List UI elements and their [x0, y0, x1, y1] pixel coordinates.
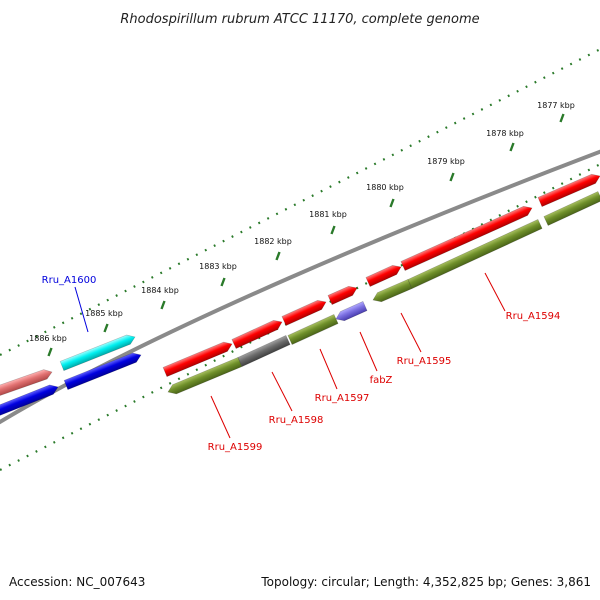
map-title: Rhodospirillum rubrum ATCC 11170, comple… — [120, 12, 479, 27]
tick-marks: 1877 kbp 1878 kbp 1879 kbp 1880 kbp 1881 kbp… — [29, 101, 575, 357]
label-leader-line — [400, 312, 422, 353]
cds-arrow-red — [162, 341, 233, 378]
tick-label: 1882 kbp — [254, 237, 292, 246]
cds-arrow-red — [281, 300, 327, 326]
cds-arrow-green — [372, 279, 413, 303]
cds-arrow-green — [543, 191, 600, 226]
major-tick — [47, 347, 53, 357]
gene-label: Rru_A1599 — [208, 442, 263, 453]
label-leader-line — [319, 348, 338, 390]
tick-label: 1877 kbp — [537, 101, 575, 110]
cds-arrow-red — [231, 320, 283, 349]
cds-arrow-green — [407, 219, 543, 289]
cds-arrow-blue — [63, 352, 142, 391]
gene-labels: Rru_A1600 Rru_A1599 Rru_A1598 Rru_A1597fabZ… — [42, 272, 561, 453]
cds-arrow-blue — [0, 384, 59, 418]
major-tick — [559, 113, 565, 123]
cds-arrow-red — [400, 205, 533, 271]
cds-arrow-pink — [0, 369, 53, 398]
major-tick — [449, 172, 455, 182]
gene-features — [0, 173, 600, 418]
label-leader-line — [271, 371, 293, 412]
tick-label: 1878 kbp — [486, 129, 524, 138]
label-leader-line — [359, 331, 378, 372]
gene-label: Rru_A1597 — [315, 393, 370, 404]
cds-arrow-red — [327, 285, 358, 305]
gene-label: Rru_A1595 — [397, 356, 452, 367]
tick-label: 1880 kbp — [366, 183, 404, 192]
cds-arrow-red — [537, 173, 600, 207]
tick-label: 1879 kbp — [427, 157, 465, 166]
label-leader-line — [484, 272, 506, 312]
tick-label: 1886 kbp — [29, 334, 67, 343]
genome-backbone — [0, 149, 600, 425]
tick-label: 1883 kbp — [199, 262, 237, 271]
gene-label: fabZ — [370, 375, 393, 386]
cds-arrow-green — [167, 356, 243, 395]
major-tick — [275, 251, 281, 261]
tick-label: 1884 kbp — [141, 286, 179, 295]
cds-arrow-cyan — [59, 334, 136, 372]
major-tick — [160, 300, 166, 310]
label-leader-line — [210, 395, 231, 439]
gene-label: Rru_A1594 — [506, 311, 561, 322]
cds-arrow-red — [365, 265, 402, 287]
cds-arrow-green — [287, 314, 339, 345]
gene-label: Rru_A1600 — [42, 275, 97, 286]
tick-label: 1885 kbp — [85, 309, 123, 318]
major-tick — [220, 277, 226, 287]
label-leader-line — [74, 286, 89, 333]
accession-text: Accession: NC_007643 — [9, 575, 145, 589]
major-tick — [389, 198, 395, 208]
cds-arrow-violet — [335, 301, 368, 322]
tick-label: 1881 kbp — [309, 210, 347, 219]
cds-arrow-gray — [237, 335, 291, 367]
genome-summary-text: Topology: circular; Length: 4,352,825 bp… — [260, 575, 591, 589]
major-tick — [509, 142, 515, 152]
gene-label: Rru_A1598 — [269, 415, 324, 426]
major-tick — [330, 225, 336, 235]
major-tick — [103, 323, 109, 333]
